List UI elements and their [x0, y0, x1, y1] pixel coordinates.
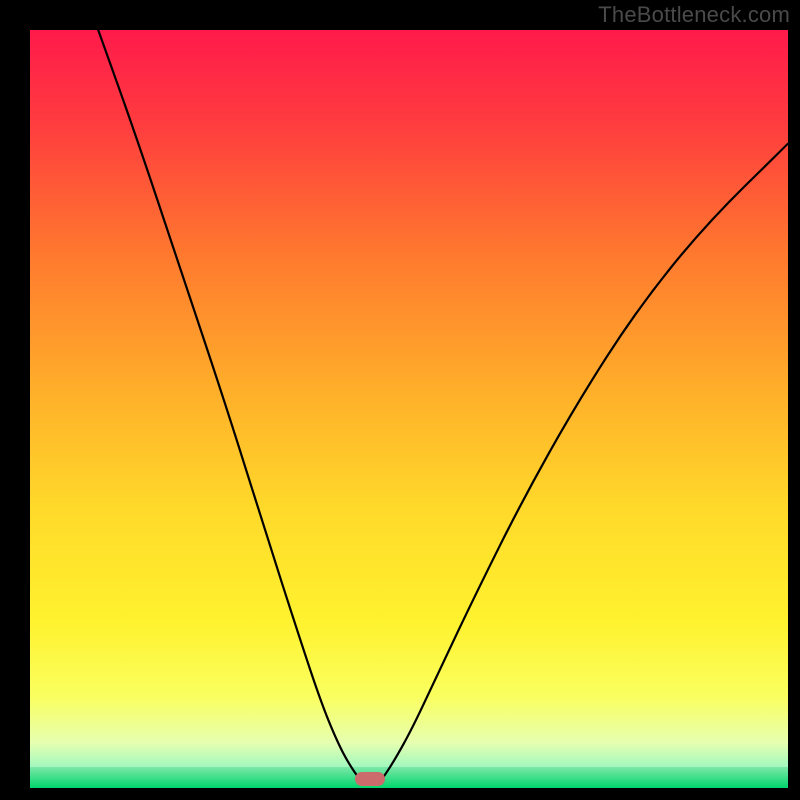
- bottleneck-curve: [30, 30, 788, 788]
- curve-right-branch: [380, 144, 788, 782]
- plot-area: [30, 30, 788, 788]
- watermark-text: TheBottleneck.com: [598, 2, 790, 28]
- curve-left-branch: [98, 30, 362, 782]
- optimum-marker: [355, 772, 385, 786]
